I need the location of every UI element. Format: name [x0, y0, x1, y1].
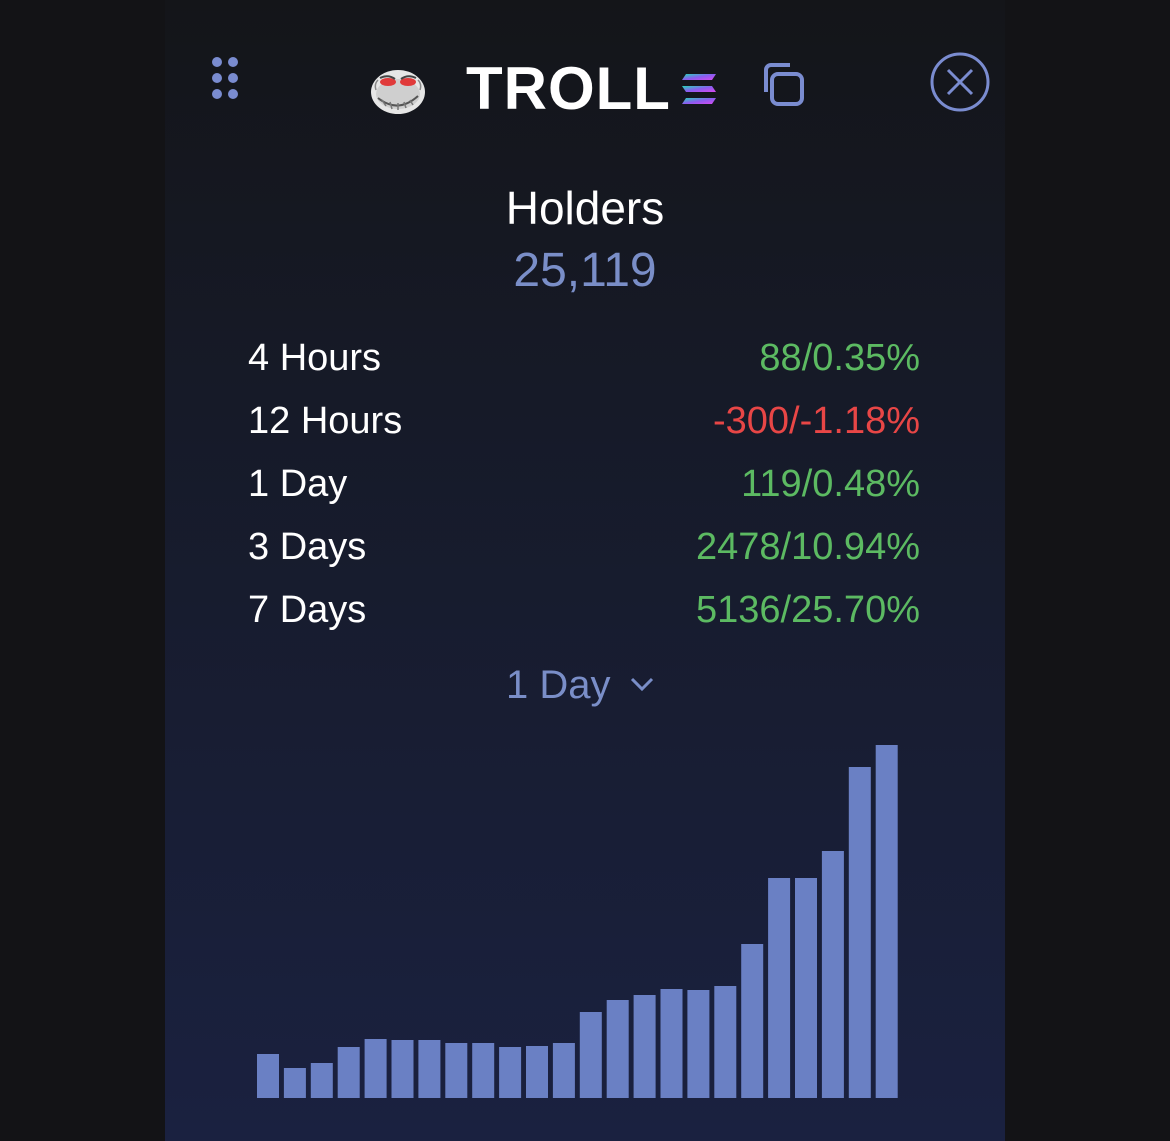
troll-face-avatar [368, 64, 428, 116]
chart-bar [526, 1046, 548, 1098]
chart-bar [257, 1054, 279, 1098]
chart-bar [579, 1012, 602, 1098]
stat-label: 7 Days [248, 589, 367, 631]
chart-bar [848, 767, 871, 1098]
chart-bar [768, 878, 791, 1098]
backdrop-left [0, 0, 165, 1141]
holders-bar-chart-svg [257, 745, 898, 1098]
chart-bar [741, 944, 764, 1098]
stat-value: 5136/25.70% [696, 589, 920, 631]
stat-value: 119/0.48% [741, 463, 920, 505]
chart-bar [714, 986, 737, 1098]
stat-value: 88/0.35% [759, 337, 920, 379]
chart-bar [472, 1043, 495, 1098]
stat-label: 3 Days [248, 526, 367, 568]
chart-bar [337, 1047, 360, 1098]
copy-icon[interactable] [758, 60, 808, 110]
stat-label: 1 Day [248, 463, 348, 505]
chart-bar [310, 1063, 333, 1098]
chart-bar [633, 995, 656, 1098]
holders-bar-chart [240, 720, 920, 1120]
holders-count: 25,119 [513, 244, 657, 297]
chart-bar [606, 1000, 629, 1098]
solana-icon [680, 72, 718, 106]
stat-label: 4 Hours [248, 337, 382, 379]
chevron-down-icon [628, 670, 656, 698]
chart-bar [660, 989, 683, 1098]
stat-value: 2478/10.94% [696, 526, 920, 568]
stat-row-12-hours: 12 Hours -300/-1.18% [248, 393, 920, 456]
chart-bar [283, 1068, 306, 1098]
stat-value: -300/-1.18% [712, 400, 920, 442]
panel-header: TROLL [0, 0, 1170, 170]
stat-row-7-days: 7 Days 5136/25.70% [248, 582, 920, 645]
stat-label: 12 Hours [248, 400, 403, 442]
chart-bar [445, 1043, 468, 1098]
close-icon[interactable] [928, 50, 992, 114]
chart-bar [875, 745, 898, 1098]
period-dropdown-label: 1 Day [506, 663, 611, 707]
chart-bar [418, 1040, 441, 1098]
stat-row-1-day: 1 Day 119/0.48% [248, 456, 920, 519]
chart-bar [795, 878, 817, 1098]
chart-bar [687, 990, 710, 1098]
stat-row-3-days: 3 Days 2478/10.94% [248, 519, 920, 582]
grip-icon[interactable] [210, 55, 240, 105]
holders-label: Holders [505, 182, 665, 234]
chart-bar [552, 1043, 575, 1098]
period-dropdown[interactable]: 1 Day [500, 656, 670, 712]
chart-bar [499, 1047, 522, 1098]
chart-bar [391, 1040, 414, 1098]
chart-bar [821, 851, 844, 1098]
stat-row-4-hours: 4 Hours 88/0.35% [248, 330, 920, 393]
backdrop-right [1005, 0, 1170, 1141]
holder-change-stats: 4 Hours 88/0.35% 12 Hours -300/-1.18% 1 … [248, 330, 920, 645]
token-title: TROLL [466, 55, 671, 122]
chart-bar [364, 1039, 387, 1098]
